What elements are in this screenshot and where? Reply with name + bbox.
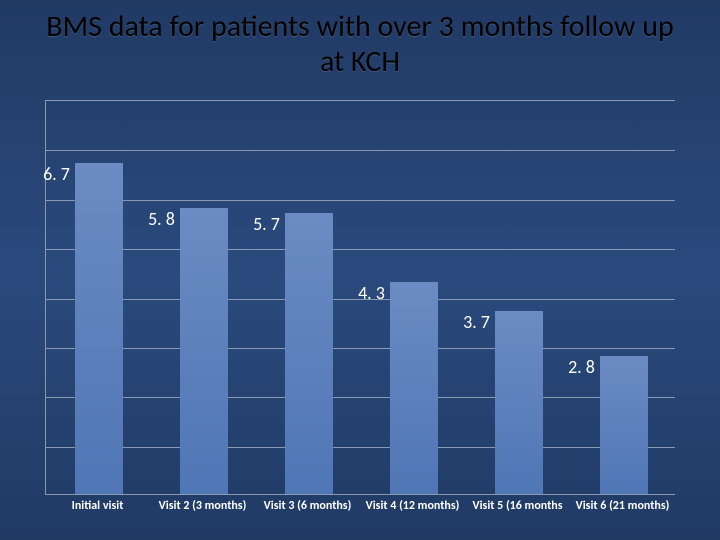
bar [180,208,228,494]
x-axis-label: Visit 4 (12 months) [362,500,463,514]
bar-value-label: 6. 7 [27,163,87,185]
gridline [46,397,675,398]
bar [390,282,438,494]
bar [285,213,333,494]
x-axis-label: Visit 3 (6 months) [257,500,358,514]
bar-value-label: 2. 8 [552,356,612,378]
x-axis-label: Initial visit [47,500,148,514]
bar-value-label: 5. 8 [132,208,192,230]
chart-title: BMS data for patients with over 3 months… [40,10,680,79]
bar-value-label: 5. 7 [237,213,297,235]
bar-value-label: 3. 7 [447,311,507,333]
bar [495,311,543,494]
x-axis-label: Visit 6 (21 months) [572,500,673,514]
gridline [46,150,675,151]
x-axis-labels: Initial visit Visit 2 (3 months) Visit 3 (… [45,500,675,540]
plot-area: 6. 75. 85. 74. 33. 72. 8 [46,101,675,494]
bar [75,163,123,494]
bar-value-label: 4. 3 [342,282,402,304]
chart-area: 6. 75. 85. 74. 33. 72. 8 [45,100,675,495]
gridline [46,447,675,448]
x-axis-label: Visit 2 (3 months) [152,500,253,514]
x-axis-label: Visit 5 (16 months [467,500,568,514]
gridline [46,200,675,201]
gridline [46,348,675,349]
gridline [46,249,675,250]
